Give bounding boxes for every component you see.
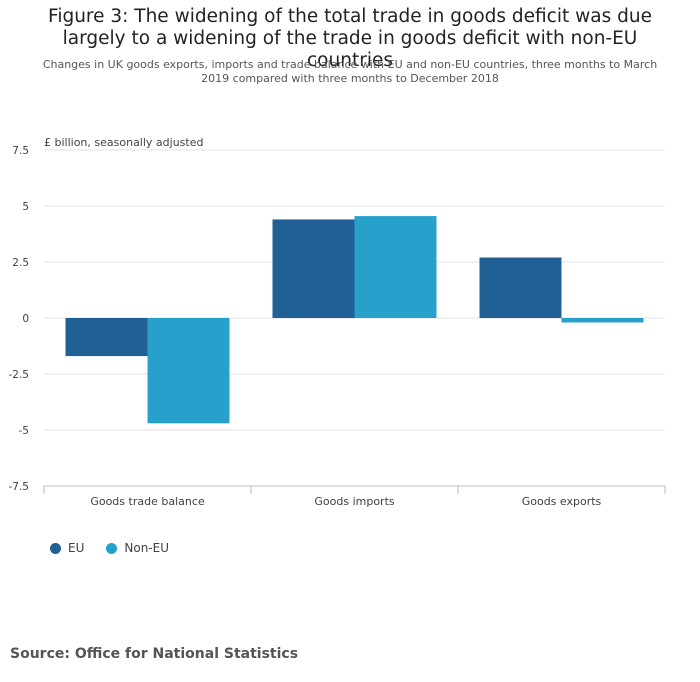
legend-label-eu: EU (68, 541, 85, 555)
y-axis-label: £ billion, seasonally adjusted (44, 136, 204, 149)
legend-label-non-eu: Non-EU (124, 541, 169, 555)
x-tick-label: Goods trade balance (90, 495, 205, 508)
chart-subtitle: Changes in UK goods exports, imports and… (42, 58, 658, 85)
y-tick-label: 5 (22, 201, 29, 213)
y-tick-label: -7.5 (9, 481, 30, 493)
bar-non-eu (561, 318, 644, 323)
legend-swatch-non-eu (106, 542, 118, 554)
y-tick-label: 7.5 (12, 145, 29, 157)
legend-item-eu: EU (50, 541, 84, 555)
legend-item-non-eu: Non-EU (106, 541, 169, 555)
legend-swatch-eu (50, 542, 61, 554)
bar-eu (272, 219, 355, 318)
y-tick-label: 0 (22, 313, 29, 325)
bar-eu (65, 318, 148, 357)
x-tick-label: Goods exports (522, 495, 602, 508)
x-tick-label: Goods imports (314, 495, 395, 508)
y-tick-label: 2.5 (12, 257, 29, 269)
bar-non-eu (147, 318, 230, 424)
chart-title: Figure 3: The widening of the total trad… (48, 6, 652, 71)
source-note: Source: Office for National Statistics (10, 646, 299, 662)
y-tick-label: -5 (19, 425, 29, 437)
bar-chart: 7.5 5 2.5 0 -2.5 -5 -7.5 Goods trade balance Goo… (9, 145, 666, 508)
y-tick-label: -2.5 (9, 369, 30, 381)
bar-non-eu (354, 216, 437, 318)
bar-eu (479, 257, 562, 318)
legend: EU Non-EU (50, 541, 169, 555)
